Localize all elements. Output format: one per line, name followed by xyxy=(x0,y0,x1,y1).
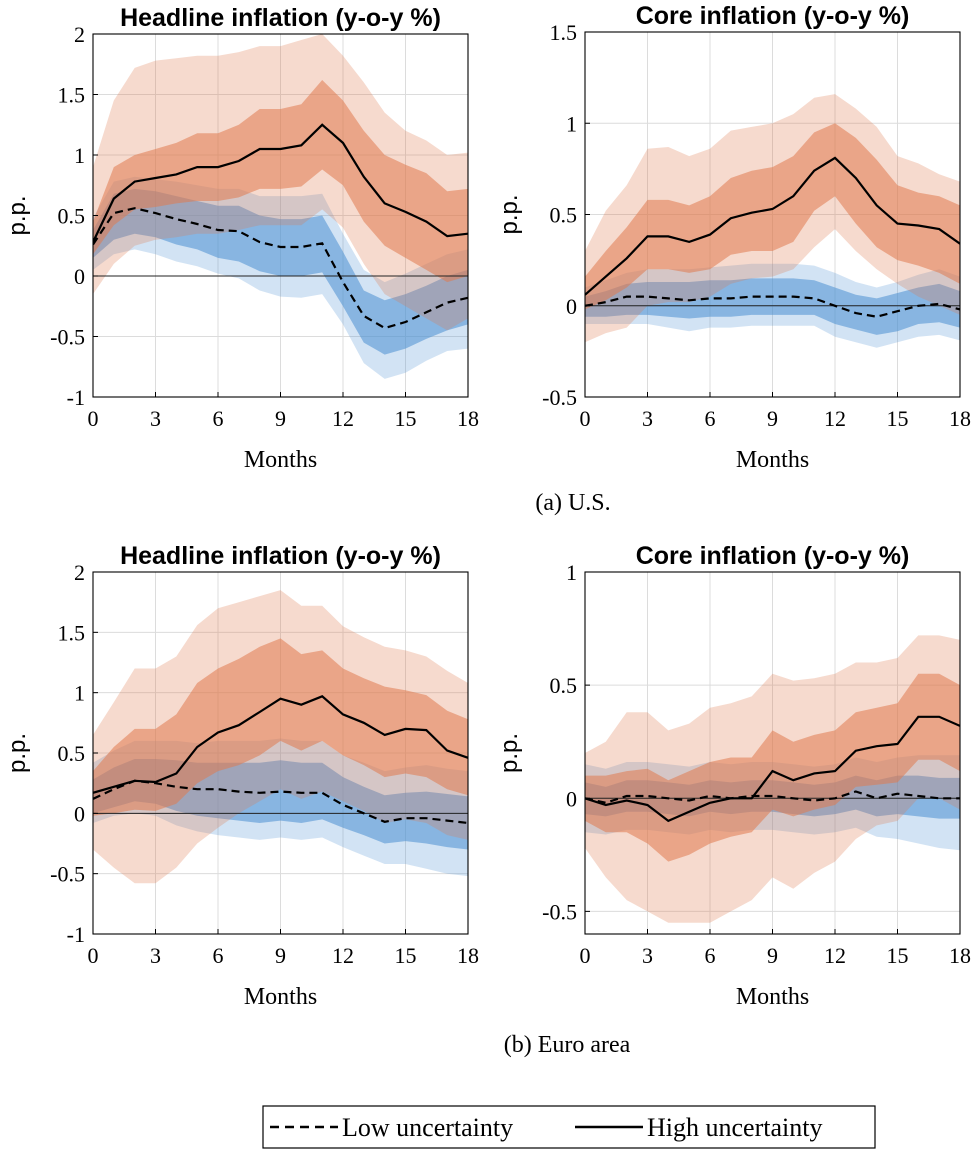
us-headline-ytick-label: 1 xyxy=(74,143,85,168)
us-headline-xtick-label: 12 xyxy=(332,406,354,431)
us-headline-xtick-label: 9 xyxy=(275,406,286,431)
ea-core-title: Core inflation (y-o-y %) xyxy=(636,542,910,570)
ea-headline-xtick-label: 9 xyxy=(275,943,286,968)
us-core-xtick-label: 3 xyxy=(642,406,653,431)
us-core-high-uncertainty-line xyxy=(585,156,960,296)
ea-headline-ytick-label: 0.5 xyxy=(58,741,86,766)
ea-headline-ytick-label: -1 xyxy=(67,922,85,947)
ea-headline-low-uncertainty-line xyxy=(93,779,468,825)
us-headline-ytick-label: 0 xyxy=(74,264,85,289)
us-headline-title: Headline inflation (y-o-y %) xyxy=(120,4,441,32)
us-core-ylabel: p.p. xyxy=(496,194,523,234)
us-headline-plot-area xyxy=(93,34,468,379)
ea-headline-ytick-label: 1 xyxy=(74,681,85,706)
us-core-xtick-label: 6 xyxy=(705,406,716,431)
caption-euro-area: (b) Euro area xyxy=(504,1032,631,1058)
ea-core-plot-area xyxy=(585,635,960,923)
us-core-ytick-label: 0 xyxy=(566,294,577,319)
us-core-ytick-label: 0.5 xyxy=(550,203,578,228)
us-core-low-band-68 xyxy=(585,278,960,335)
ea-core-xtick-label: 6 xyxy=(705,943,716,968)
us-core-xtick-label: 18 xyxy=(949,406,971,431)
us-core-ytick-label: 1.5 xyxy=(550,20,578,45)
us-headline-xtick-label: 3 xyxy=(150,406,161,431)
us-headline-xtick-label: 0 xyxy=(88,406,99,431)
us-headline-xlabel: Months xyxy=(244,447,317,473)
us-core-plot-area xyxy=(585,94,960,348)
us-core-high-band-68 xyxy=(585,123,960,310)
ea-core-high-uncertainty-line xyxy=(585,715,960,823)
us-headline-xtick-label: 18 xyxy=(457,406,479,431)
ea-headline-xtick-label: 0 xyxy=(88,943,99,968)
us-core-xtick-label: 12 xyxy=(824,406,846,431)
ea-core-xlabel: Months xyxy=(736,984,809,1010)
us-core-xlabel: Months xyxy=(736,447,809,473)
legend-high-label: High uncertainty xyxy=(647,1113,822,1142)
ea-core-ytick-label: 0.5 xyxy=(550,673,578,698)
us-core-low-uncertainty-line xyxy=(585,295,960,318)
legend: Low uncertainty High uncertainty xyxy=(262,1105,876,1149)
ea-core-xtick-label: 0 xyxy=(580,943,591,968)
ea-headline-high-uncertainty-line xyxy=(93,695,468,794)
ea-core-high-band-68 xyxy=(585,673,960,862)
ea-core-xtick-label: 12 xyxy=(824,943,846,968)
ea-core-ytick-label: 0 xyxy=(566,786,577,811)
caption-us: (a) U.S. xyxy=(535,490,610,516)
ea-headline-xtick-label: 15 xyxy=(395,943,417,968)
chart-panel-us-headline: 0 3 6 9 12 15 18 -1 -0.5 0 0.5 1 1.5 2 Headline inflat… xyxy=(4,4,479,473)
ea-core-xtick-label: 9 xyxy=(767,943,778,968)
ea-core-ytick-label: -0.5 xyxy=(542,899,577,924)
ea-headline-xlabel: Months xyxy=(244,984,317,1010)
ea-headline-xtick-label: 18 xyxy=(457,943,479,968)
ea-headline-high-band-68 xyxy=(93,638,468,816)
chart-panel-ea-headline: 0 3 6 9 12 15 18 -1 -0.5 0 0.5 1 1.5 2 Headline inflat… xyxy=(4,542,479,1010)
ea-headline-ylabel: p.p. xyxy=(4,733,31,773)
us-core-xtick-label: 15 xyxy=(887,406,909,431)
us-core-xtick-label: 9 xyxy=(767,406,778,431)
us-headline-high-band-68 xyxy=(93,80,468,283)
ea-core-ytick-label: 1 xyxy=(566,560,577,585)
ea-headline-ytick-label: -0.5 xyxy=(50,862,85,887)
us-core-xtick-label: 0 xyxy=(580,406,591,431)
us-headline-high-uncertainty-line xyxy=(93,123,468,243)
ea-headline-ytick-label: 0 xyxy=(74,801,85,826)
legend-low-label: Low uncertainty xyxy=(342,1113,513,1142)
us-core-ytick-label: 1 xyxy=(566,111,577,136)
ea-headline-xtick-label: 12 xyxy=(332,943,354,968)
us-core-title: Core inflation (y-o-y %) xyxy=(636,2,910,30)
ea-headline-plot-area xyxy=(93,590,468,884)
us-headline-xtick-label: 15 xyxy=(395,406,417,431)
ea-core-ylabel: p.p. xyxy=(496,733,523,773)
ea-headline-xtick-label: 6 xyxy=(213,943,224,968)
us-headline-ylabel: p.p. xyxy=(4,195,31,235)
us-headline-low-band-68 xyxy=(93,188,468,355)
ea-core-xtick-label: 18 xyxy=(949,943,971,968)
ea-headline-ytick-label: 2 xyxy=(74,560,85,585)
legend-box xyxy=(262,1105,876,1149)
ea-headline-xtick-label: 3 xyxy=(150,943,161,968)
ea-headline-title: Headline inflation (y-o-y %) xyxy=(120,542,441,570)
us-headline-ytick-label: -0.5 xyxy=(50,325,85,350)
us-headline-ytick-label: 0.5 xyxy=(58,204,86,229)
ea-core-xtick-label: 15 xyxy=(887,943,909,968)
us-headline-ytick-label: 2 xyxy=(74,22,85,47)
ea-core-xtick-label: 3 xyxy=(642,943,653,968)
ea-core-low-uncertainty-line xyxy=(585,790,960,804)
us-core-ytick-label: -0.5 xyxy=(542,385,577,410)
us-headline-low-uncertainty-line xyxy=(93,207,468,330)
ea-headline-ytick-label: 1.5 xyxy=(58,620,86,645)
us-headline-ytick-label: 1.5 xyxy=(58,83,86,108)
us-headline-xtick-label: 6 xyxy=(213,406,224,431)
us-headline-ytick-label: -1 xyxy=(67,385,85,410)
